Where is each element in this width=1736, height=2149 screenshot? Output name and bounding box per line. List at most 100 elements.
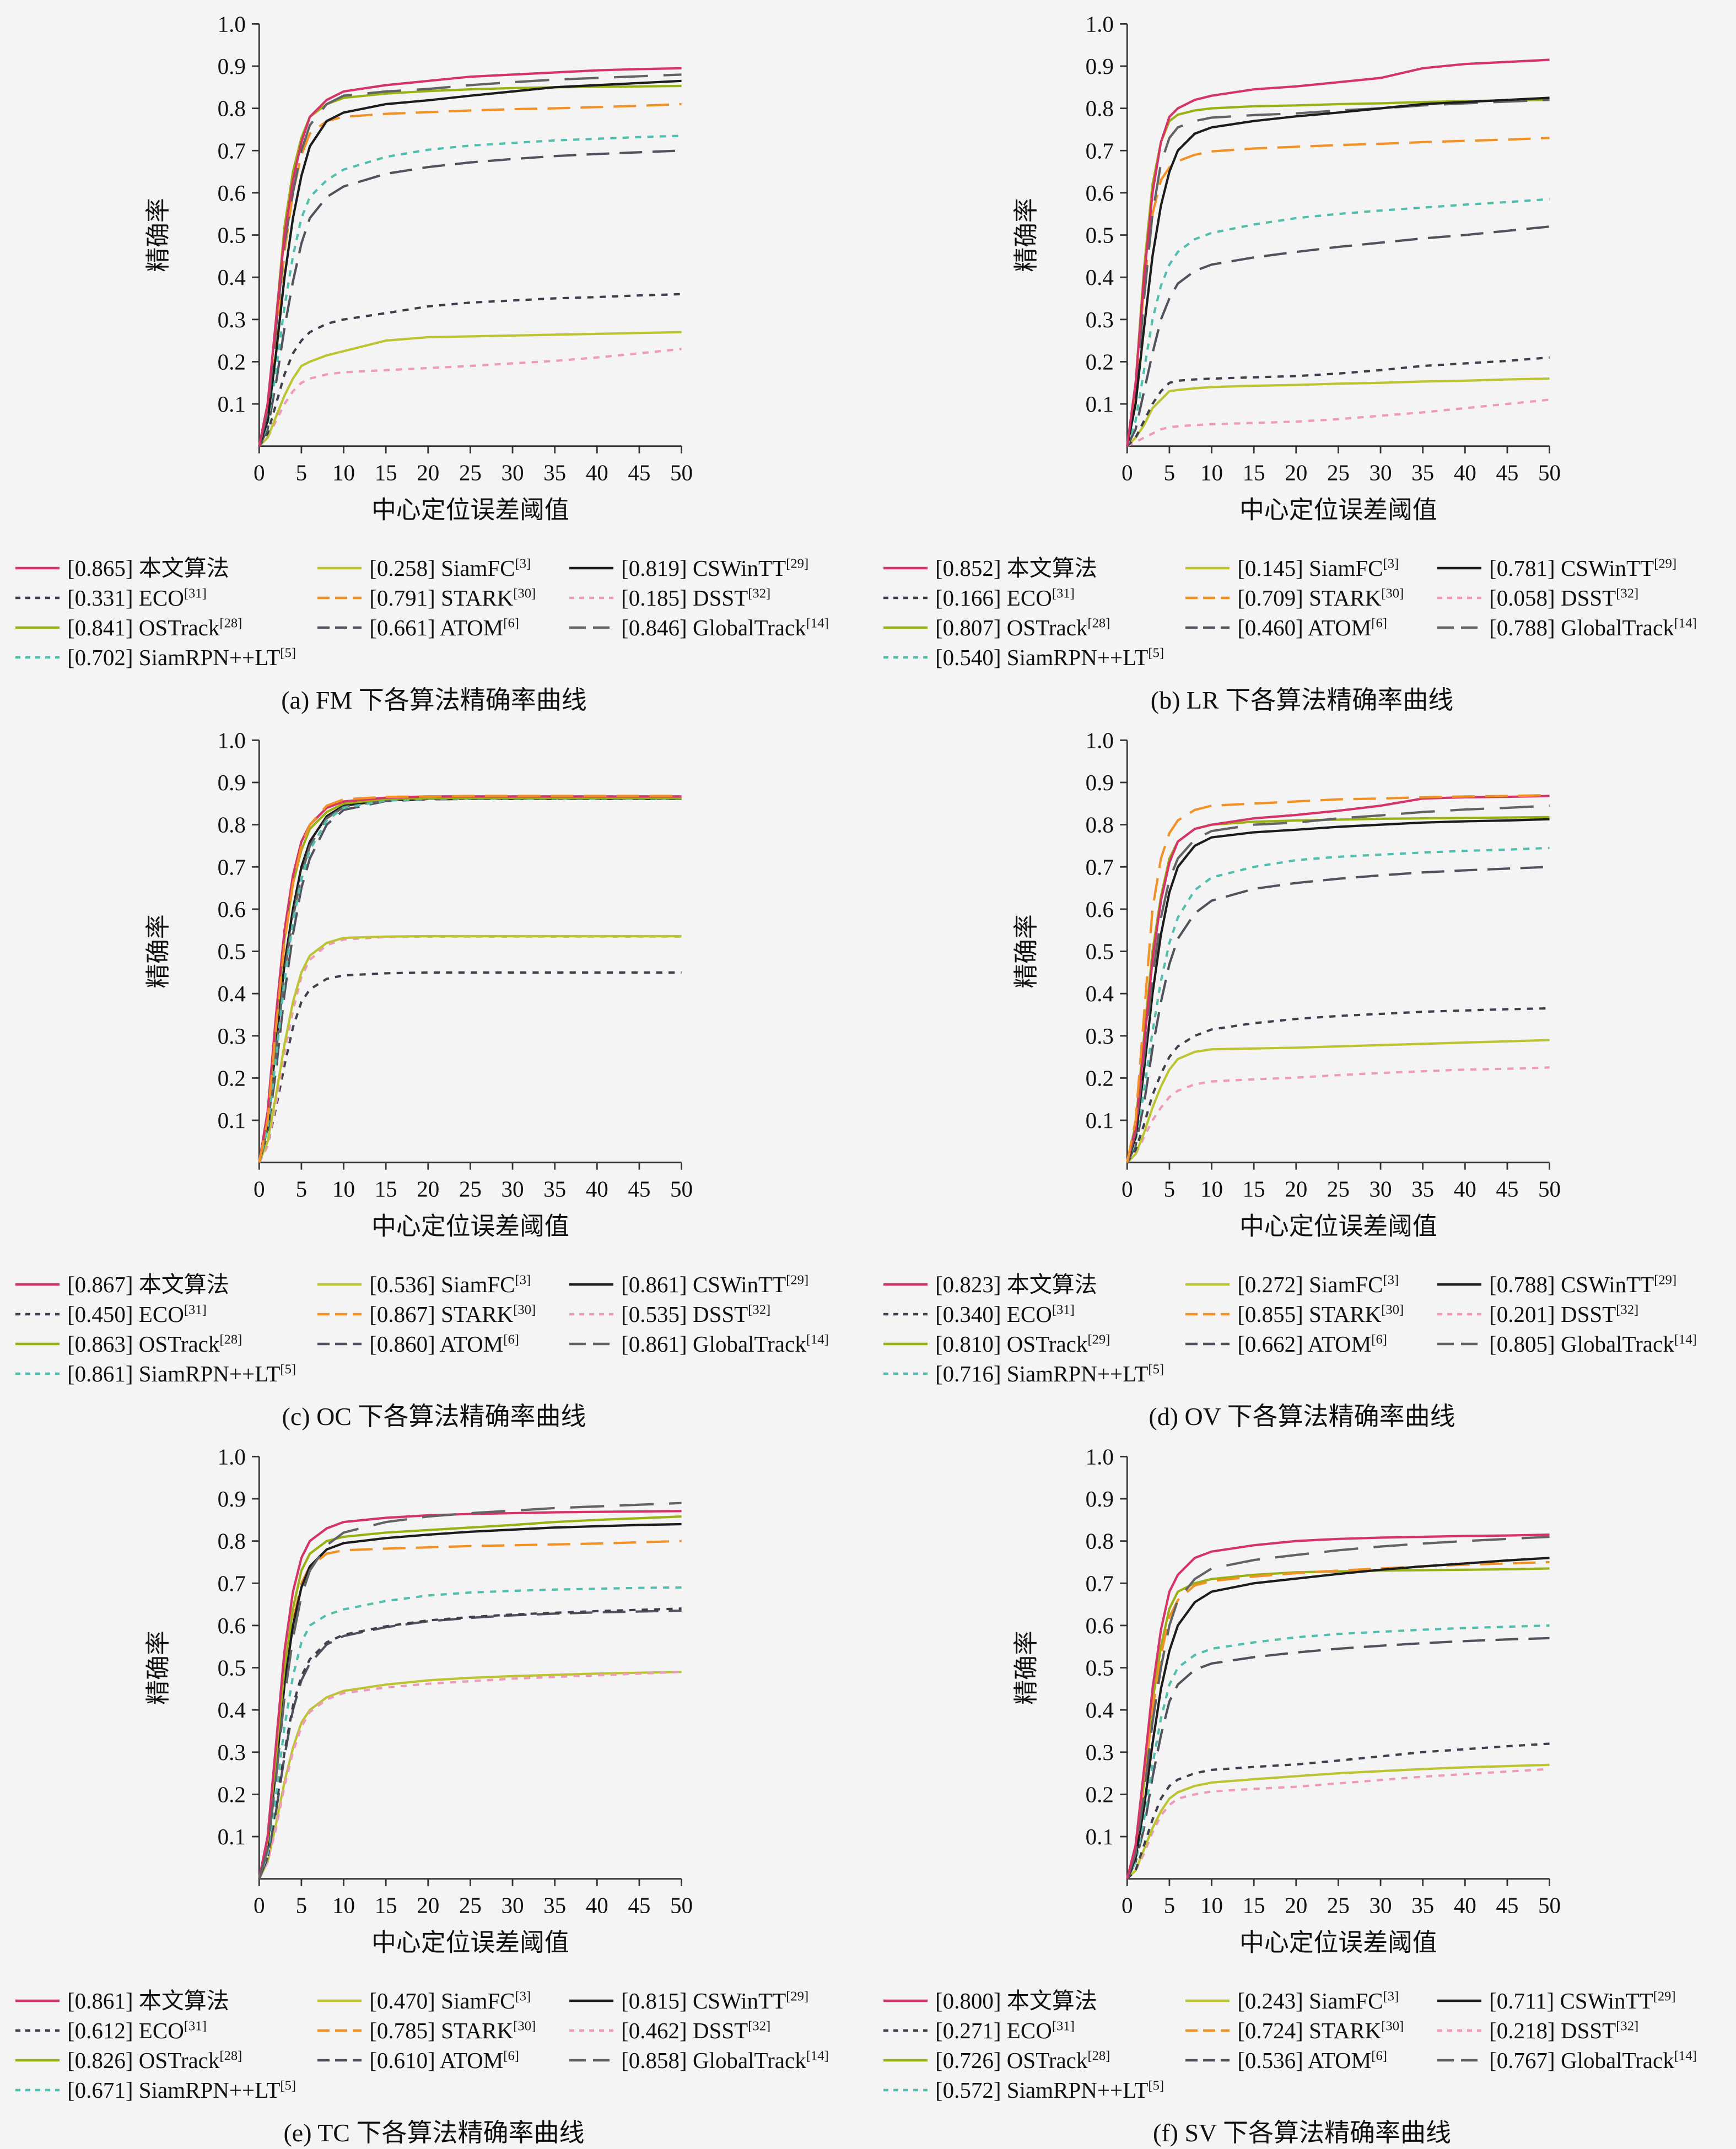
legend-line-sample-globaltrack: [569, 626, 614, 629]
legend-item-siamfc: [0.243] SiamFC[3]: [1184, 1987, 1436, 2015]
curve-eco: [258, 293, 682, 447]
curve-ostrack: [1125, 99, 1550, 446]
curve-ostrack: [257, 1515, 682, 1880]
curve-ours: [1125, 1534, 1550, 1880]
legend-line-sample-siamrpnlt: [883, 1372, 928, 1375]
curve-atom: [257, 1609, 682, 1880]
legend-item-siamrpnlt: [0.716] SiamRPN++LT[5]: [882, 1360, 1184, 1387]
legend-line-sample-ours: [883, 1999, 928, 2002]
legend-item-siamfc: [0.272] SiamFC[3]: [1184, 1271, 1436, 1298]
legend-item-globaltrack: [0.861] GlobalTrack[14]: [568, 1330, 854, 1358]
legend-item-stark: [0.709] STARK[30]: [1184, 584, 1436, 612]
legend-label-atom: [0.536] ATOM[6]: [1237, 2047, 1387, 2073]
y-tick-label: 0.2: [217, 349, 245, 374]
legend-line-sample-siamrpnlt: [883, 2088, 928, 2092]
curve-stark: [1125, 1561, 1550, 1880]
curve-globaltrack: [1125, 1535, 1550, 1880]
legend-label-globaltrack: [0.788] GlobalTrack[14]: [1489, 614, 1697, 640]
curve-atom: [1125, 1637, 1550, 1880]
x-tick-label: 30: [1369, 1892, 1392, 1918]
legend-label-atom: [0.662] ATOM[6]: [1237, 1331, 1387, 1357]
y-tick-label: 0.9: [217, 53, 245, 79]
curve-eco: [257, 971, 682, 1163]
legend-item-siamfc: [0.145] SiamFC[3]: [1184, 554, 1436, 582]
curve-globaltrack: [1125, 804, 1550, 1163]
y-tick-label: 0.8: [1085, 1529, 1113, 1554]
curve-siamrpnlt: [1125, 1624, 1550, 1880]
legend-label-stark: [0.785] STARK[30]: [369, 2017, 536, 2043]
x-axis-label: 中心定位误差阈值: [1239, 1213, 1437, 1240]
x-tick-label: 50: [1538, 1176, 1561, 1201]
y-tick-label: 0.5: [1085, 939, 1113, 964]
x-tick-label: 5: [1163, 460, 1175, 485]
curve-stark: [257, 102, 682, 447]
curve-globaltrack: [257, 1502, 682, 1880]
x-tick-label: 50: [670, 460, 693, 485]
curve-globaltrack: [1125, 99, 1550, 447]
curve-siamrpnlt: [257, 134, 682, 447]
legend-item-dsst: [0.535] DSST[32]: [568, 1300, 854, 1328]
legend-line-sample-ours: [15, 566, 60, 570]
curve-eco: [257, 1607, 682, 1880]
x-tick-label: 45: [1496, 1176, 1518, 1201]
x-tick-label: 40: [1453, 460, 1476, 485]
x-tick-label: 50: [1538, 460, 1561, 485]
legend-label-ours: [0.865] 本文算法: [67, 555, 229, 581]
legend-item-siamrpnlt: [0.702] SiamRPN++LT[5]: [14, 644, 316, 671]
y-tick-label: 0.6: [1085, 1613, 1113, 1638]
legend-line-sample-cswintt: [569, 1999, 614, 2002]
legend-line-sample-ostrack: [883, 1342, 928, 1346]
curve-siamrpnlt: [257, 797, 682, 1163]
y-tick-label: 0.7: [217, 1570, 245, 1596]
legend-line-sample-cswintt: [569, 566, 614, 570]
legend-item-eco: [0.271] ECO[31]: [882, 2017, 1184, 2044]
y-tick-label: 1.0: [1085, 11, 1113, 36]
legend-line-sample-siamrpnlt: [883, 656, 928, 659]
y-tick-label: 0.1: [217, 391, 245, 417]
legend-label-siamfc: [0.470] SiamFC[3]: [369, 1988, 531, 2013]
legend-item-globaltrack: [0.767] GlobalTrack[14]: [1436, 2047, 1722, 2074]
curve-cswintt: [257, 79, 682, 447]
y-tick-label: 1.0: [217, 11, 245, 36]
legend-line-sample-cswintt: [1437, 566, 1482, 570]
x-tick-label: 35: [543, 1176, 566, 1201]
y-tick-label: 0.7: [1085, 854, 1113, 879]
legend-line-sample-eco: [15, 1313, 60, 1316]
y-tick-label: 0.1: [1085, 1108, 1113, 1133]
x-axis-label: 中心定位误差阈值: [1239, 496, 1437, 524]
precision-plot-lr: 0.1 0.2 0.3 0.4 0.5 0.6 0.7 0.8 0.9 1.0 0 5 10 15 20 25…: [1012, 11, 1561, 524]
x-tick-label: 30: [501, 460, 524, 485]
y-tick-label: 0.4: [217, 264, 245, 290]
x-axis-label: 中心定位误差阈值: [1239, 1929, 1437, 1957]
legend-label-cswintt: [0.819] CSWinTT[29]: [621, 555, 809, 581]
curve-dsst: [257, 935, 682, 1163]
legend-label-siamrpnlt: [0.671] SiamRPN++LT[5]: [67, 2077, 296, 2103]
x-ticks: 0 5 10 15 20 25 30 35 40 45 50: [1121, 446, 1561, 485]
y-axis-label: 精确率: [144, 914, 172, 989]
legend-line-sample-atom: [317, 626, 362, 629]
curve-siamfc: [1126, 1039, 1550, 1164]
legend-item-atom: [0.661] ATOM[6]: [316, 614, 568, 641]
legend-label-ostrack: [0.841] OSTrack[28]: [67, 614, 242, 640]
x-tick-label: 0: [1121, 1176, 1133, 1201]
legend-tc: [0.861] 本文算法 [0.470] SiamFC[3] [0.815] CSW…: [14, 1987, 854, 2104]
x-axis-label: 中心定位误差阈值: [371, 1929, 569, 1957]
legend-line-sample-ours: [15, 1283, 60, 1286]
legend-item-dsst: [0.185] DSST[32]: [568, 584, 854, 612]
legend-label-globaltrack: [0.846] GlobalTrack[14]: [621, 614, 829, 640]
y-tick-label: 0.6: [1085, 180, 1113, 206]
legend-label-atom: [0.460] ATOM[6]: [1237, 614, 1387, 640]
curve-atom: [257, 149, 682, 447]
legend-label-siamrpnlt: [0.716] SiamRPN++LT[5]: [935, 1360, 1164, 1386]
panel-fm: 0.1 0.2 0.3 0.4 0.5 0.6 0.7 0.8 0.9 1.0 0 5 10 15 20 25…: [0, 0, 868, 716]
y-tick-label: 0.8: [217, 1529, 245, 1554]
x-tick-label: 20: [417, 1176, 439, 1201]
legend-item-eco: [0.166] ECO[31]: [882, 584, 1184, 612]
legend-line-sample-siamfc: [317, 566, 362, 570]
precision-plot-sv: 0.1 0.2 0.3 0.4 0.5 0.6 0.7 0.8 0.9 1.0 0 5 10 15 20 25…: [1012, 1444, 1561, 1957]
legend-line-sample-eco: [883, 2029, 928, 2032]
curve-ours: [257, 67, 682, 447]
x-tick-label: 20: [417, 460, 439, 485]
legend-item-stark: [0.855] STARK[30]: [1184, 1300, 1436, 1328]
